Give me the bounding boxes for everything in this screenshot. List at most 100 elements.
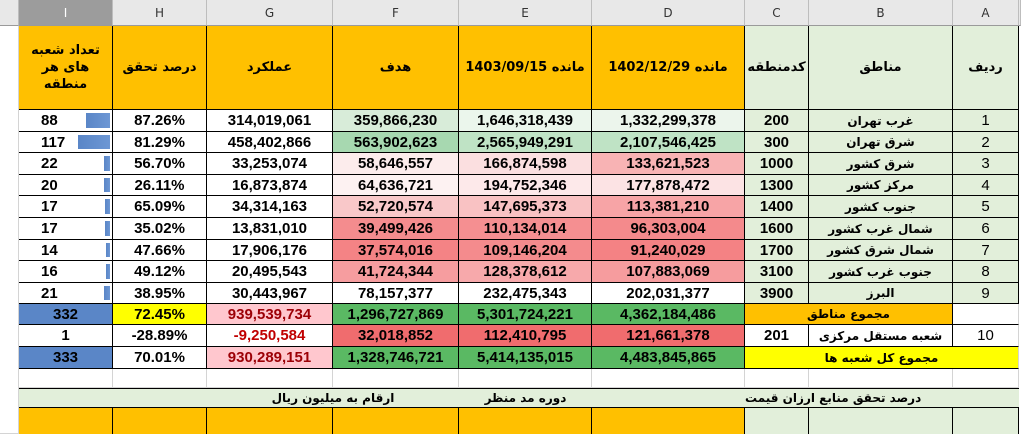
- empty-cell[interactable]: [207, 369, 333, 388]
- cell-region-code[interactable]: 1300: [745, 175, 809, 196]
- empty-cell[interactable]: [459, 369, 592, 388]
- cell-branch-count[interactable]: 17: [19, 218, 113, 240]
- cell-total-f[interactable]: 1,328,746,721: [333, 347, 459, 369]
- cell-realization-pct[interactable]: 87.26%: [113, 110, 207, 132]
- cell-region-name-independent[interactable]: شعبه مستقل مرکزی: [809, 325, 953, 347]
- cell-realization-pct[interactable]: 26.11%: [113, 175, 207, 196]
- cell-realization-pct[interactable]: 81.29%: [113, 132, 207, 153]
- cell-region-name[interactable]: البرز: [809, 283, 953, 304]
- cell-region-name[interactable]: جنوب غرب کشور: [809, 261, 953, 283]
- empty-cell[interactable]: [953, 369, 1019, 388]
- cell-branch-count[interactable]: 88: [19, 110, 113, 132]
- cell-balance-1403[interactable]: 1,646,318,439: [459, 110, 592, 132]
- column-header-h[interactable]: H: [113, 0, 207, 26]
- column-header-i[interactable]: I: [19, 0, 113, 26]
- header-h[interactable]: درصد تحقق: [113, 26, 207, 110]
- cell-region-name[interactable]: شرق تهران: [809, 132, 953, 153]
- cell-performance[interactable]: 30,443,967: [207, 283, 333, 304]
- column-header-a[interactable]: A: [953, 0, 1019, 26]
- empty-cell[interactable]: [19, 369, 113, 388]
- cell-target[interactable]: 78,157,377: [333, 283, 459, 304]
- cell-branch-count[interactable]: 20: [19, 175, 113, 196]
- cell-performance[interactable]: 16,873,874: [207, 175, 333, 196]
- column-header-e[interactable]: E: [459, 0, 592, 26]
- cell-performance-total[interactable]: 930,289,151: [207, 347, 333, 369]
- cell-balance-1402[interactable]: 133,621,523: [592, 153, 745, 175]
- cell-performance[interactable]: 17,906,176: [207, 240, 333, 261]
- bottom-header-f[interactable]: [333, 408, 459, 434]
- header-i[interactable]: تعداد شعبه های هر منطقه: [19, 26, 113, 110]
- cell-row-number[interactable]: 7: [953, 240, 1019, 261]
- cell-region-code[interactable]: 1700: [745, 240, 809, 261]
- cell-realization-pct[interactable]: 49.12%: [113, 261, 207, 283]
- bottom-header-b[interactable]: [809, 408, 953, 434]
- cell-performance[interactable]: 458,402,866: [207, 132, 333, 153]
- cell-realization-pct[interactable]: 56.70%: [113, 153, 207, 175]
- sum-regions-label[interactable]: مجموع مناطق: [745, 304, 953, 325]
- column-header-g[interactable]: G: [207, 0, 333, 26]
- cell-a-sum[interactable]: [953, 304, 1019, 325]
- cell-performance[interactable]: 33,253,074: [207, 153, 333, 175]
- cell-target[interactable]: 58,646,557: [333, 153, 459, 175]
- cell-row-number[interactable]: 4: [953, 175, 1019, 196]
- cell-region-name[interactable]: غرب تهران: [809, 110, 953, 132]
- cell-branch-count[interactable]: 17: [19, 196, 113, 218]
- bottom-header-h[interactable]: [113, 408, 207, 434]
- cell-total-d[interactable]: 4,483,845,865: [592, 347, 745, 369]
- cell-region-name[interactable]: مرکز کشور: [809, 175, 953, 196]
- cell-sum-e[interactable]: 5,301,724,221: [459, 304, 592, 325]
- cell-branch-count-sum[interactable]: 332: [19, 304, 113, 325]
- cell-sum-f[interactable]: 1,296,727,869: [333, 304, 459, 325]
- cell-region-code[interactable]: 200: [745, 110, 809, 132]
- period-note[interactable]: دوره مد منظر: [459, 388, 592, 408]
- cell-row-number[interactable]: 9: [953, 283, 1019, 304]
- cell-region-name[interactable]: جنوب کشور: [809, 196, 953, 218]
- empty-cell[interactable]: [113, 369, 207, 388]
- cell-balance-1403[interactable]: 194,752,346: [459, 175, 592, 196]
- cell-performance[interactable]: 34,314,163: [207, 196, 333, 218]
- cell-region-name[interactable]: شرق کشور: [809, 153, 953, 175]
- cell-target[interactable]: 37,574,016: [333, 240, 459, 261]
- bottom-header-a[interactable]: [953, 408, 1019, 434]
- cell-balance-1403[interactable]: 232,475,343: [459, 283, 592, 304]
- cell-balance-1403[interactable]: 2,565,949,291: [459, 132, 592, 153]
- select-all-corner[interactable]: [0, 0, 19, 26]
- column-header-f[interactable]: F: [333, 0, 459, 26]
- cell-balance-1402[interactable]: 96,303,004: [592, 218, 745, 240]
- cell-performance[interactable]: 13,831,010: [207, 218, 333, 240]
- grand-total-label[interactable]: مجموع کل شعبه ها: [745, 347, 1019, 369]
- units-note[interactable]: ارقام به میلیون ریال: [207, 388, 459, 408]
- cell-branch-count[interactable]: 22: [19, 153, 113, 175]
- header-g[interactable]: عملکرد: [207, 26, 333, 110]
- cell-branch-count-total[interactable]: 333: [19, 347, 113, 369]
- cell-region-code[interactable]: 1000: [745, 153, 809, 175]
- cell-independent-e[interactable]: 112,410,795: [459, 325, 592, 347]
- bottom-header-g[interactable]: [207, 408, 333, 434]
- cell-balance-1402[interactable]: 2,107,546,425: [592, 132, 745, 153]
- cell-branch-count[interactable]: 117: [19, 132, 113, 153]
- bottom-header-c[interactable]: [745, 408, 809, 434]
- cell-region-name[interactable]: شمال غرب کشور: [809, 218, 953, 240]
- cell-region-code[interactable]: 3100: [745, 261, 809, 283]
- cell-realization-pct[interactable]: 65.09%: [113, 196, 207, 218]
- cell-balance-1402[interactable]: 113,381,210: [592, 196, 745, 218]
- cell-region-code[interactable]: 1600: [745, 218, 809, 240]
- cell-performance[interactable]: 20,495,543: [207, 261, 333, 283]
- column-header-d[interactable]: D: [592, 0, 745, 26]
- cell-region-code-independent[interactable]: 201: [745, 325, 809, 347]
- cell-region-name[interactable]: شمال شرق کشور: [809, 240, 953, 261]
- header-d[interactable]: مانده 1402/12/29: [592, 26, 745, 110]
- cell-target[interactable]: 52,720,574: [333, 196, 459, 218]
- empty-cell[interactable]: [745, 369, 809, 388]
- cell-row-number[interactable]: 3: [953, 153, 1019, 175]
- cell-target[interactable]: 359,866,230: [333, 110, 459, 132]
- column-header-c[interactable]: C: [745, 0, 809, 26]
- cell-row-number[interactable]: 2: [953, 132, 1019, 153]
- bottom-header-i[interactable]: [19, 408, 113, 434]
- cell-realization-pct[interactable]: 35.02%: [113, 218, 207, 240]
- cell-balance-1402[interactable]: 177,878,472: [592, 175, 745, 196]
- cell-branch-count[interactable]: 16: [19, 261, 113, 283]
- cell-balance-1403[interactable]: 128,378,612: [459, 261, 592, 283]
- cell-row-number[interactable]: 8: [953, 261, 1019, 283]
- cell-branch-count[interactable]: 14: [19, 240, 113, 261]
